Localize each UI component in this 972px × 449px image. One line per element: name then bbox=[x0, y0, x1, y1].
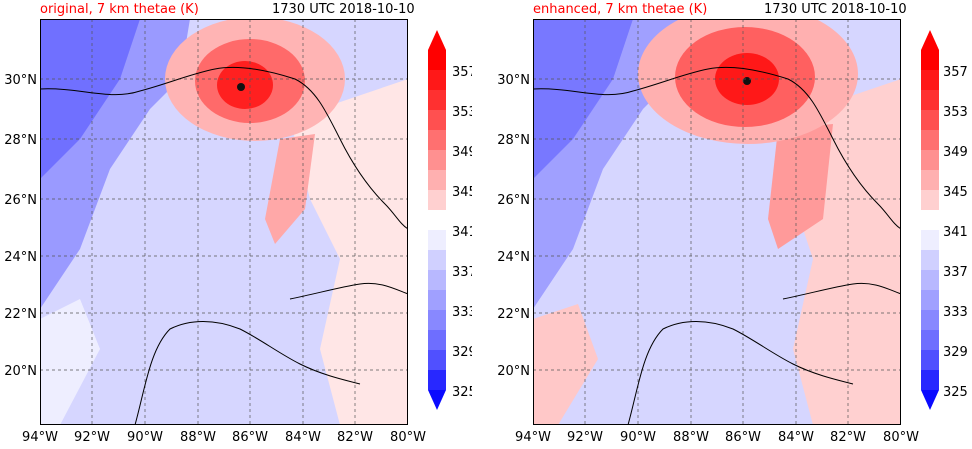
colorbar-label: 329 bbox=[452, 345, 472, 360]
colorbar-label: 349 bbox=[943, 145, 968, 160]
right-map bbox=[533, 19, 901, 425]
lon-tick: 92°W bbox=[567, 430, 603, 445]
lon-tick: 82°W bbox=[830, 430, 866, 445]
colorbar-max-arrow bbox=[921, 30, 939, 50]
lat-tick: 22°N bbox=[4, 307, 37, 322]
lon-tick: 88°W bbox=[180, 430, 216, 445]
left-map bbox=[40, 19, 408, 425]
lat-tick: 26°N bbox=[4, 193, 37, 208]
colorbar-label: 341 bbox=[943, 225, 968, 240]
lat-tick: 30°N bbox=[4, 73, 37, 88]
colorbar-label: 333 bbox=[452, 305, 472, 320]
lat-tick: 22°N bbox=[497, 307, 530, 322]
lat-tick: 20°N bbox=[4, 364, 37, 379]
colorbar-label: 345 bbox=[943, 185, 968, 200]
right-lat-axis: 30°N 28°N 26°N 24°N 22°N 20°N bbox=[497, 73, 530, 379]
right-lon-axis: 94°W 92°W 90°W 88°W 86°W 84°W 82°W 80°W bbox=[515, 430, 919, 445]
lon-tick: 80°W bbox=[390, 430, 426, 445]
coastlines bbox=[533, 66, 901, 425]
hurricane-inner bbox=[217, 61, 273, 109]
colorbar-label: 349 bbox=[452, 145, 472, 160]
right-panel-time: 1730 UTC 2018-10-10 bbox=[764, 2, 907, 17]
warm-streak bbox=[768, 124, 833, 249]
colorbar-label: 333 bbox=[943, 305, 968, 320]
hurricane-eye bbox=[743, 77, 751, 85]
colorbar-label: 357 bbox=[452, 65, 472, 80]
lon-tick: 86°W bbox=[725, 430, 761, 445]
lon-tick: 92°W bbox=[74, 430, 110, 445]
left-colorbar: 357 353 349 345 341 337 333 329 325 bbox=[428, 30, 472, 410]
lon-tick: 94°W bbox=[515, 430, 551, 445]
colorbar-label: 353 bbox=[943, 105, 968, 120]
lon-tick: 86°W bbox=[232, 430, 268, 445]
warm-streak bbox=[265, 134, 315, 244]
colorbar-label: 357 bbox=[943, 65, 968, 80]
lat-tick: 20°N bbox=[497, 364, 530, 379]
coastlines bbox=[40, 66, 408, 425]
colorbar-min-arrow bbox=[428, 390, 446, 410]
left-panel-title: original, 7 km thetae (K) bbox=[40, 2, 199, 17]
lon-tick: 88°W bbox=[673, 430, 709, 445]
lat-tick: 24°N bbox=[4, 250, 37, 265]
warm-band bbox=[290, 79, 408, 425]
lon-tick: 82°W bbox=[337, 430, 373, 445]
colorbar-label: 329 bbox=[943, 345, 968, 360]
lat-tick: 26°N bbox=[497, 193, 530, 208]
lon-tick: 84°W bbox=[778, 430, 814, 445]
left-lat-axis: 30°N 28°N 26°N 24°N 22°N 20°N bbox=[4, 73, 37, 379]
sw-warm-patch bbox=[40, 299, 100, 425]
gridlines bbox=[533, 19, 901, 425]
lon-tick: 94°W bbox=[22, 430, 58, 445]
left-panel-time: 1730 UTC 2018-10-10 bbox=[272, 2, 415, 17]
lat-tick: 28°N bbox=[497, 133, 530, 148]
lon-tick: 80°W bbox=[883, 430, 919, 445]
right-panel-title: enhanced, 7 km thetae (K) bbox=[533, 2, 708, 17]
colorbar-label: 337 bbox=[452, 265, 472, 280]
lat-tick: 30°N bbox=[497, 73, 530, 88]
sw-warm-patch bbox=[533, 304, 598, 425]
lon-tick: 84°W bbox=[285, 430, 321, 445]
gridlines bbox=[40, 19, 408, 425]
colorbar-label: 341 bbox=[452, 225, 472, 240]
lat-tick: 24°N bbox=[497, 250, 530, 265]
lat-tick: 28°N bbox=[4, 133, 37, 148]
colorbar-label: 325 bbox=[943, 385, 968, 400]
left-lon-axis: 94°W 92°W 90°W 88°W 86°W 84°W 82°W 80°W bbox=[22, 430, 426, 445]
colorbar-label: 325 bbox=[452, 385, 472, 400]
right-colorbar: 357 353 349 345 341 337 333 329 325 bbox=[921, 30, 968, 410]
hurricane-eye bbox=[237, 83, 245, 91]
colorbar-min-arrow bbox=[921, 390, 939, 410]
lon-tick: 90°W bbox=[620, 430, 656, 445]
colorbar-max-arrow bbox=[428, 30, 446, 50]
lon-tick: 90°W bbox=[127, 430, 163, 445]
colorbar-label: 353 bbox=[452, 105, 472, 120]
colorbar-label: 337 bbox=[943, 265, 968, 280]
colorbar-label: 345 bbox=[452, 185, 472, 200]
